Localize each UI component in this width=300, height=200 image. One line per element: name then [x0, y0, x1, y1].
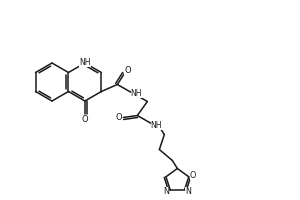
Text: O: O: [82, 114, 88, 123]
Text: O: O: [115, 113, 122, 122]
Text: NH: NH: [79, 58, 91, 67]
Text: N: N: [164, 187, 169, 196]
Text: O: O: [124, 66, 131, 75]
Text: NH: NH: [130, 89, 142, 98]
Text: N: N: [185, 187, 191, 196]
Text: NH: NH: [151, 121, 162, 130]
Text: O: O: [190, 171, 196, 180]
